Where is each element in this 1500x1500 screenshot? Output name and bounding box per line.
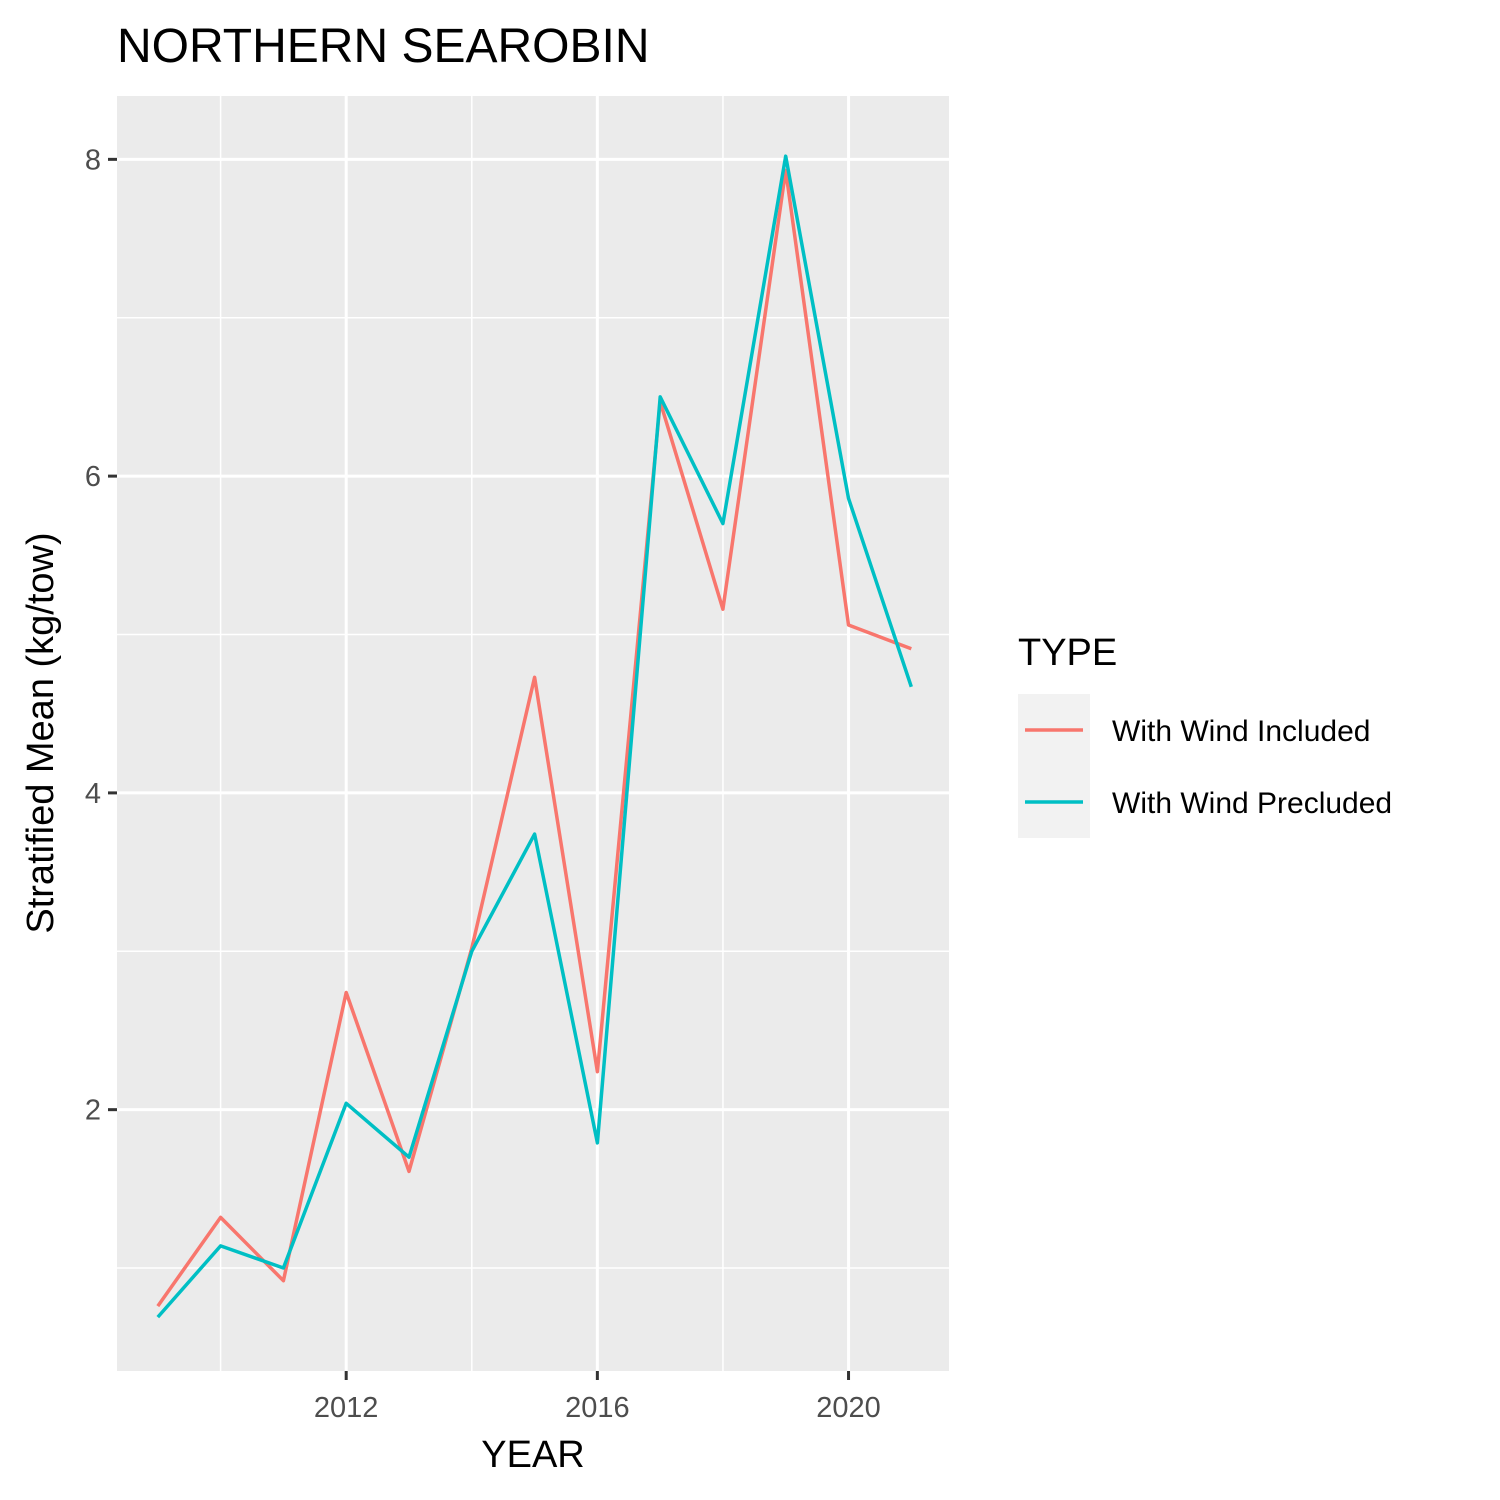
- plot-panel: [117, 96, 949, 1371]
- legend-label-2: With Wind Precluded: [1112, 787, 1392, 820]
- chart-title: NORTHERN SEAROBIN: [117, 20, 650, 73]
- major-grid: [117, 96, 949, 1371]
- y-tick-label: 2: [85, 1095, 101, 1127]
- x-axis: 2012 2016 2020: [314, 1371, 881, 1424]
- y-axis: 2 4 6 8: [85, 144, 117, 1127]
- y-tick-label: 8: [85, 144, 101, 176]
- x-axis-title: YEAR: [481, 1434, 584, 1476]
- legend-title: TYPE: [1018, 632, 1117, 674]
- x-tick-label: 2012: [314, 1392, 379, 1424]
- legend-label-1: With Wind Included: [1112, 715, 1370, 748]
- series-layer: [156, 154, 913, 1319]
- minor-grid: [117, 96, 949, 1371]
- y-tick-label: 6: [85, 461, 101, 493]
- x-tick-label: 2016: [565, 1392, 630, 1424]
- legend: TYPE With Wind Included With Wind Preclud…: [1018, 632, 1392, 838]
- y-tick-label: 4: [85, 778, 101, 810]
- series-line-2: [156, 154, 913, 1319]
- x-tick-label: 2020: [816, 1392, 881, 1424]
- legend-key-background: [1018, 694, 1090, 838]
- series-line-1: [156, 168, 912, 1308]
- y-axis-title: Stratified Mean (kg/tow): [20, 532, 62, 933]
